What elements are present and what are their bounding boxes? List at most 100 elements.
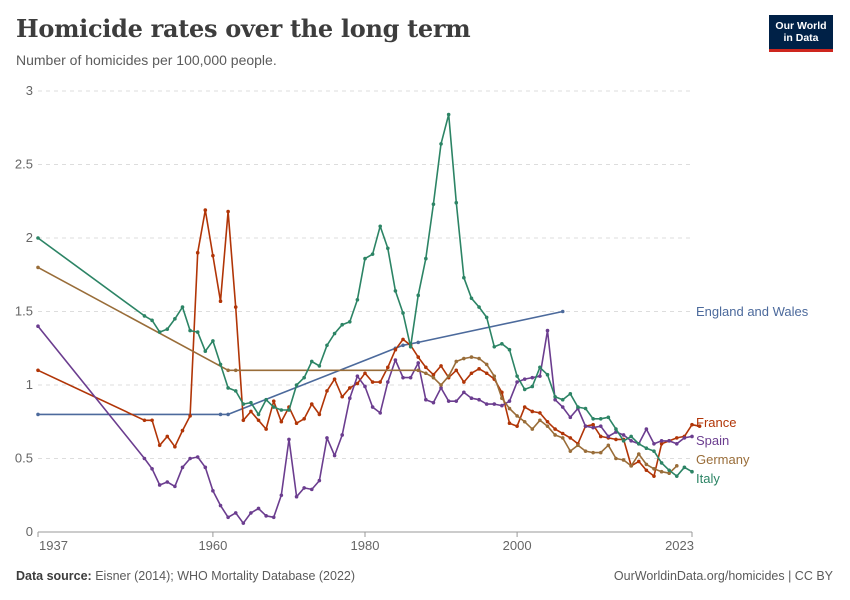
data-point-italy [439,142,443,146]
data-point-italy [165,327,170,331]
data-point-spain [500,403,504,408]
data-point-spain [363,384,367,389]
data-point-france [469,371,474,376]
owid-logo[interactable]: Our World in Data [769,15,833,52]
data-point-spain [211,489,215,493]
data-point-spain [203,465,208,470]
data-point-spain [484,402,489,406]
data-point-germany [439,383,443,387]
legend-label-spain: Spain [696,433,729,448]
data-point-germany [553,433,557,437]
data-point-italy [644,446,649,451]
logo-line-1: Our World [775,20,827,32]
x-tick-label: 1937 [39,538,68,553]
data-point-france [211,253,215,258]
data-point-spain [142,456,147,461]
data-point-france [439,364,443,368]
data-point-england-and-wales [416,340,421,345]
data-point-germany [226,368,230,373]
x-tick-label: 2023 [665,538,694,553]
data-point-italy [264,397,268,402]
data-point-france [378,380,383,384]
data-point-spain [606,434,611,439]
data-point-france [568,436,573,440]
data-point-france [180,428,185,433]
data-point-italy [690,469,694,474]
data-point-france [515,424,519,428]
data-point-spain [667,439,671,443]
data-point-spain [302,486,306,490]
data-point-france [294,421,299,426]
data-point-spain [682,436,687,440]
data-point-spain [393,358,398,362]
data-point-italy [142,314,147,318]
data-point-germany [484,362,489,367]
data-point-spain [233,511,238,515]
data-point-france [690,422,694,427]
x-tick-label: 1980 [351,538,380,553]
data-point-england-and-wales [560,309,565,314]
data-point-france [142,418,147,423]
data-point-france [386,365,390,370]
data-point-italy [363,256,367,261]
data-point-france [325,389,329,393]
data-point-italy [446,112,451,117]
data-point-france [233,305,238,309]
data-point-germany [568,449,573,453]
data-point-france [256,418,261,423]
data-point-spain [583,424,588,428]
data-point-germany [629,464,633,468]
data-point-spain [241,521,246,525]
data-point-germany [500,396,504,401]
data-point-italy [393,289,398,293]
data-point-italy [484,315,489,320]
data-point-germany [416,368,421,373]
data-point-germany [598,450,603,455]
data-point-italy [401,311,405,315]
data-point-italy [355,297,360,302]
data-point-spain [568,415,573,420]
data-point-germany [233,368,238,373]
data-point-spain [591,425,595,430]
y-tick-label: 2.5 [15,157,33,172]
data-point-spain [218,503,223,508]
data-point-italy [530,384,535,389]
data-point-italy [515,374,519,378]
data-point-italy [256,412,261,417]
data-point-france [279,419,284,424]
data-point-italy [294,383,299,387]
y-tick-label: 1 [26,377,33,392]
data-point-spain [264,514,268,518]
data-point-italy [424,256,428,261]
data-point-spain [652,442,656,446]
data-point-france [522,405,527,409]
owid-url-license[interactable]: OurWorldinData.org/homicides | CC BY [613,569,833,583]
data-point-spain [188,456,192,461]
data-point-italy [279,408,284,412]
data-point-italy [340,322,344,327]
data-point-italy [233,389,238,393]
data-point-spain [408,375,413,380]
data-point-italy [614,427,618,431]
data-point-italy [271,405,276,409]
data-point-france [644,468,649,473]
data-point-italy [629,434,633,439]
data-point-germany [576,443,580,448]
data-point-italy [538,365,542,370]
data-source-label: Data source: [16,569,92,583]
data-point-spain [522,377,527,381]
data-point-spain [150,466,154,471]
data-point-spain [424,397,428,402]
data-point-italy [545,372,550,377]
data-point-france [218,299,223,304]
data-point-france [598,434,603,439]
data-point-france [340,394,344,399]
data-point-spain [469,396,474,401]
data-point-italy [507,347,512,352]
data-point-spain [355,374,360,378]
data-point-france [36,368,40,373]
data-point-italy [195,330,200,334]
data-point-spain [347,396,352,401]
data-point-spain [279,493,284,498]
